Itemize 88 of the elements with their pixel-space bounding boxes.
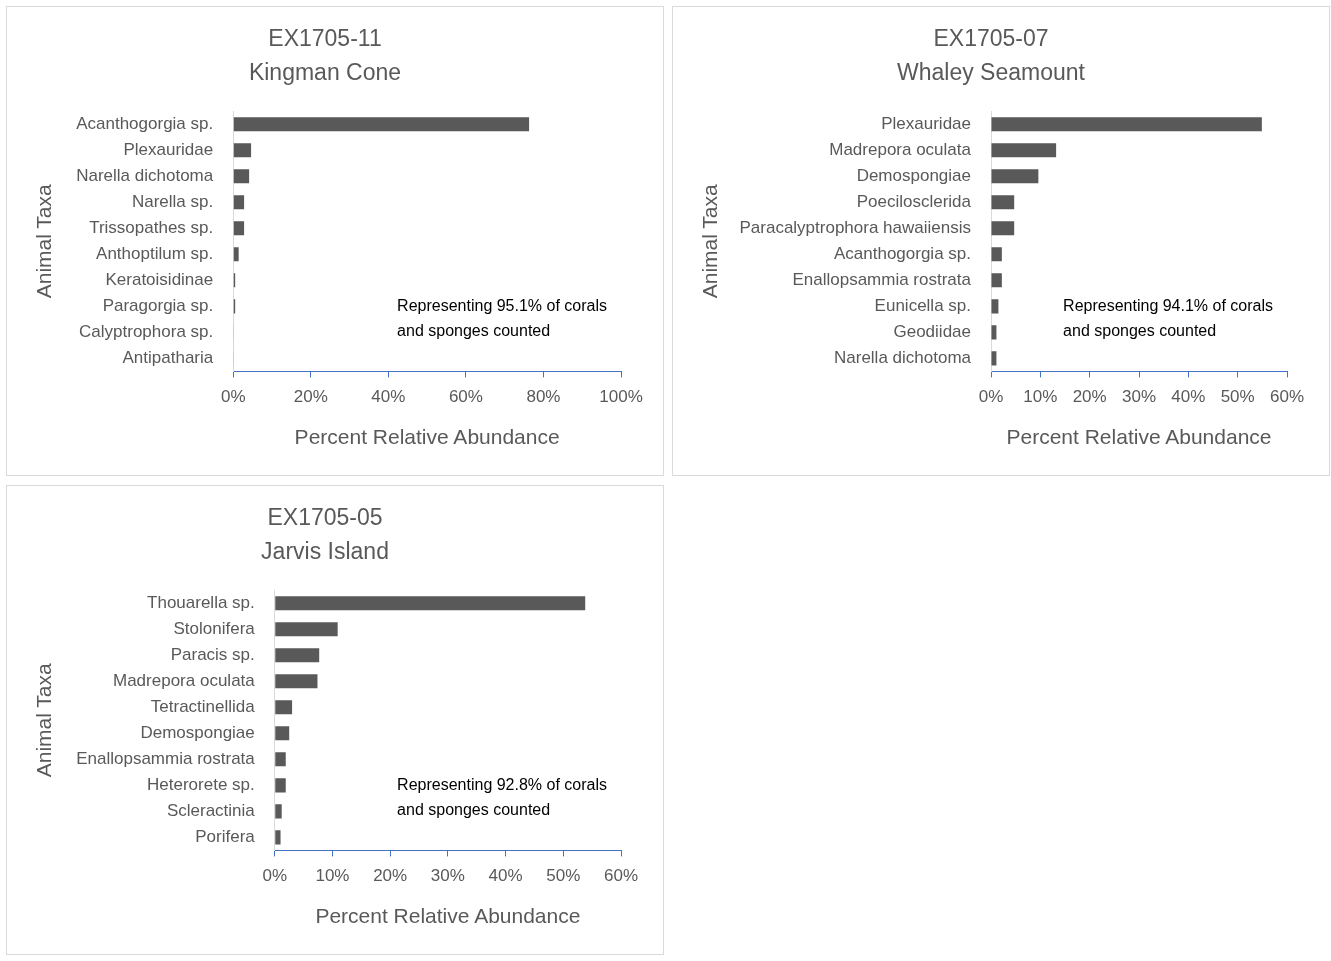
bar [275, 622, 338, 637]
y-tick-label: Calyptrophora sp. [79, 322, 214, 342]
y-tick-label: Poecilosclerida [856, 191, 972, 211]
bar [233, 143, 252, 158]
x-tick-label: 40% [488, 866, 523, 886]
y-tick-label: Keratoisidinae [105, 270, 214, 290]
x-axis-title: Percent Relative Abundance [294, 425, 560, 449]
chart-subtitle: Whaley Seamount [897, 58, 1086, 85]
bar [991, 169, 1039, 184]
bar [233, 169, 250, 184]
chart-subtitle: Kingman Cone [248, 58, 402, 85]
bar [991, 273, 1002, 288]
y-tick-label: Plexauridae [123, 139, 214, 159]
x-axis-title: Percent Relative Abundance [315, 904, 581, 928]
y-tick-label: Narella dichotoma [833, 348, 972, 368]
bar [991, 143, 1057, 158]
x-tick-label: 80% [526, 387, 561, 407]
x-tick-label: 20% [373, 866, 408, 886]
bar [991, 195, 1015, 210]
annotation: Representing 95.1% of corals and sponges counted [397, 296, 608, 339]
y-axis-title: Animal Taxa [32, 183, 56, 299]
x-tick-label: 10% [315, 866, 350, 886]
x-tick-label: 20% [293, 387, 328, 407]
x-tick-label: 30% [430, 866, 465, 886]
bar [275, 804, 282, 819]
chart-title: EX1705-11 [268, 25, 382, 52]
bar [275, 778, 286, 793]
bar [275, 830, 281, 845]
y-axis-title: Animal Taxa [32, 662, 56, 778]
x-tick-label: 30% [1121, 387, 1157, 407]
y-tick-label: Narella sp. [131, 191, 214, 211]
x-tick-label: 40% [371, 387, 406, 407]
y-axis-title: Animal Taxa [698, 183, 722, 299]
x-tick-label: 50% [546, 866, 581, 886]
y-tick-label: Paracalyptrophora hawaiiensis [739, 217, 971, 237]
y-tick-label: Tetractinellida [150, 696, 256, 716]
y-tick-label: Heterorete sp. [147, 775, 255, 795]
bar [275, 596, 586, 611]
x-tick-label: 20% [1072, 387, 1107, 407]
y-tick-label: Enallopsammia rostrata [792, 270, 972, 290]
bar [275, 700, 293, 715]
y-tick-label: Antipatharia [122, 348, 214, 368]
y-tick-label: Geodiidae [893, 322, 971, 342]
bar [991, 117, 1262, 132]
x-tick-label: 50% [1220, 387, 1255, 407]
y-tick-label: Thouarella sp. [147, 592, 255, 612]
y-tick-label: Madrepora oculata [829, 139, 972, 159]
y-tick-label: Anthoptilum sp. [96, 244, 214, 263]
y-tick-label: Paracis sp. [170, 644, 255, 664]
y-tick-label: Eunicella sp. [874, 296, 971, 316]
y-tick-label: Enallopsammia rostrata [76, 749, 256, 769]
bar [275, 726, 290, 741]
y-tick-label: Narella dichotoma [76, 165, 214, 185]
chart-title: EX1705-07 [933, 25, 1049, 52]
annotation: Representing 92.8% of corals and sponges counted [397, 775, 608, 818]
annotation: Representing 94.1% of corals and sponges counted [1063, 296, 1274, 339]
y-tick-label: Acanthogorgia sp. [76, 113, 214, 133]
x-tick-label: 60% [448, 387, 483, 407]
bar [275, 752, 286, 767]
x-axis-title: Percent Relative Abundance [1006, 425, 1272, 449]
x-tick-label: 100% [599, 387, 643, 407]
y-tick-label: Demospongiae [856, 165, 971, 185]
x-tick-label: 60% [603, 866, 639, 886]
bar [275, 674, 318, 689]
bar [233, 117, 530, 132]
x-tick-label: 0% [978, 387, 1004, 407]
x-tick-label: 0% [262, 866, 288, 886]
bar [275, 648, 320, 663]
x-tick-label: 0% [220, 387, 246, 407]
bar [991, 247, 1002, 262]
y-tick-label: Stolonifera [173, 618, 256, 638]
x-tick-label: 10% [1023, 387, 1058, 407]
y-tick-label: Paragorgia sp. [102, 296, 214, 316]
y-tick-label: Scleractinia [166, 801, 256, 821]
y-tick-label: Acanthogorgia sp. [833, 244, 971, 263]
y-tick-label: Madrepora oculata [113, 670, 256, 690]
y-tick-label: Porifera [195, 827, 256, 847]
y-tick-label: Demospongiae [140, 723, 255, 742]
y-tick-label: Trissopathes sp. [89, 217, 214, 237]
bar [233, 247, 239, 262]
bar [991, 221, 1015, 236]
x-tick-label: 60% [1269, 387, 1305, 407]
x-tick-label: 40% [1171, 387, 1206, 407]
chart-subtitle: Jarvis Island [261, 537, 389, 564]
chart-title: EX1705-05 [267, 504, 383, 531]
y-tick-label: Plexauridae [881, 113, 971, 133]
bar [233, 221, 245, 236]
bar [233, 195, 245, 210]
